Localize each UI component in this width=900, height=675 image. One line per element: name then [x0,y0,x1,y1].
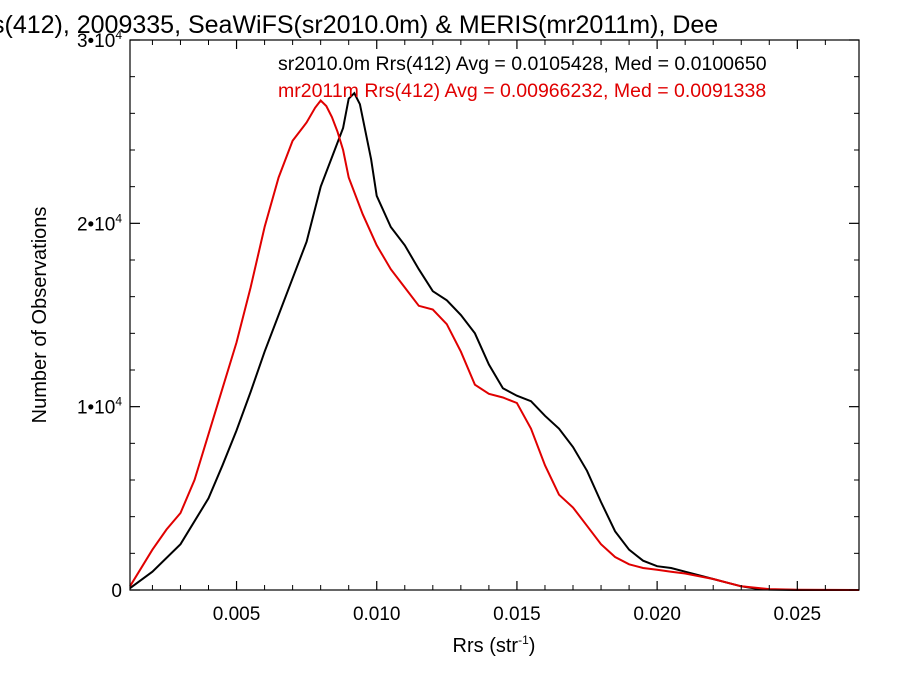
series-line-mr2011m [129,98,860,591]
y-tick-label: 0 [111,581,122,602]
x-tick-label: 0.010 [353,604,401,625]
y-tick-label: 2•104 [77,211,122,235]
y-tick-label: 1•104 [77,395,122,419]
x-tick-label: 0.020 [633,604,681,625]
plot-frame [129,39,860,591]
x-tick-label: 0.015 [493,604,541,625]
x-axis-ticks: 0.005 0.010 0.015 0.020 0.025 [151,40,826,625]
y-axis-label: Number of Observations [29,207,51,424]
x-tick-label: 0.005 [213,604,261,625]
x-axis-label-superscript: -1 [518,633,529,647]
chart-title: s(412), 2009335, SeaWiFS(sr2010.0m) & ME… [0,11,718,39]
y-tick-label: 3•104 [77,28,122,52]
legend-entry-mr2011: mr2011m Rrs(412) Avg = 0.00966232, Med =… [278,80,766,102]
x-tick-label: 0.025 [774,604,822,625]
y-axis-ticks: 0 1•104 2•104 3•104 [77,28,859,602]
series-layer [129,91,860,591]
x-axis-label-end: ) [529,635,536,657]
legend-entry-sr2010: sr2010.0m Rrs(412) Avg = 0.0105428, Med … [278,53,767,75]
x-axis-label-main: Rrs (str [453,635,519,657]
x-axis-label: Rrs (str-1) [453,633,536,657]
series-line-sr2010.0m [129,91,859,591]
